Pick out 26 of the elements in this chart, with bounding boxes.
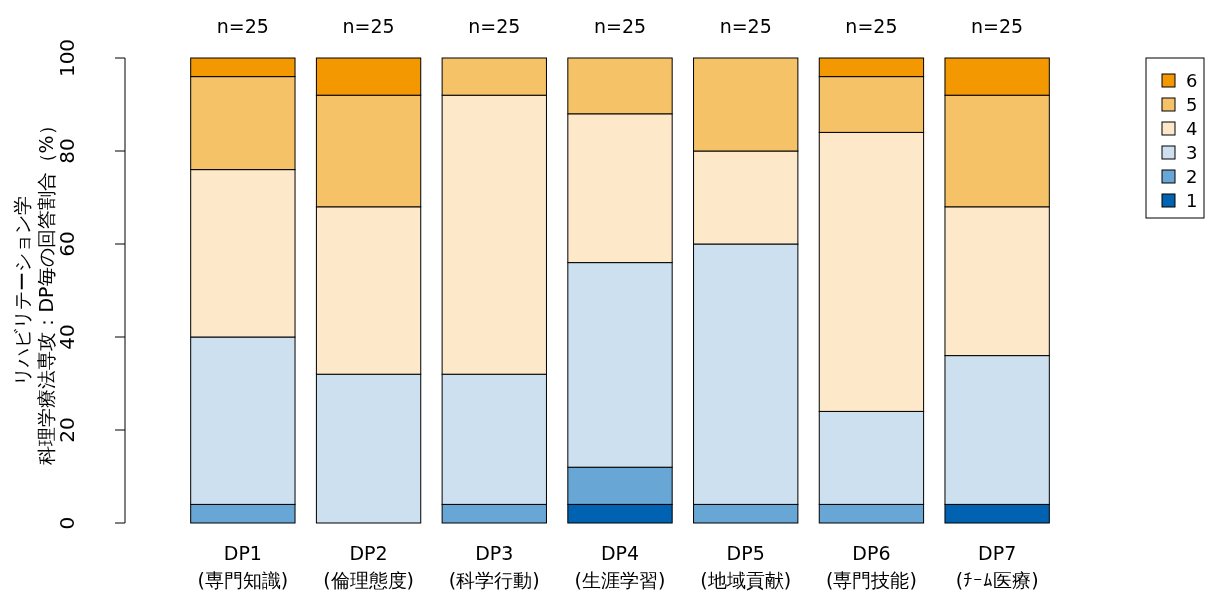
x-tick-label: DP6 (専門技能) <box>826 542 917 591</box>
text: n=25 <box>342 15 395 37</box>
text: n=25 <box>468 15 521 37</box>
y-tick-label: 0 <box>55 516 79 530</box>
legend-label: 1 <box>1186 190 1198 211</box>
y-tick-label: 40 <box>55 324 79 350</box>
text: n=25 <box>719 15 772 37</box>
text: n=25 <box>845 15 898 37</box>
x-tick-label: DP7 (ﾁｰﾑ医療) <box>955 542 1039 591</box>
x-tick-label: DP1 (専門知識) <box>197 542 289 591</box>
legend-label: 6 <box>1186 70 1198 91</box>
y-tick-label: 100 <box>55 38 79 78</box>
legend-label: 4 <box>1186 118 1198 139</box>
text: n=25 <box>971 15 1024 37</box>
x-tick-label: DP2 (倫理態度) <box>323 542 414 591</box>
legend-label: 5 <box>1186 94 1198 115</box>
legend-label: 2 <box>1186 166 1198 187</box>
x-tick-label: DP5 (地域貢献) <box>700 542 792 591</box>
x-tick-label: DP4 (生涯学習) <box>574 542 666 591</box>
legend-label: 3 <box>1186 142 1198 163</box>
x-tick-label: DP3 (科学行動) <box>448 542 540 591</box>
y-axis-title: リハビリテーション学科理学療法専攻：DP毎の回答割合（%） <box>11 116 57 465</box>
y-tick-label: 60 <box>55 231 79 257</box>
text: n=25 <box>216 15 269 37</box>
y-tick-label: 20 <box>55 417 79 443</box>
text: n=25 <box>593 15 647 37</box>
